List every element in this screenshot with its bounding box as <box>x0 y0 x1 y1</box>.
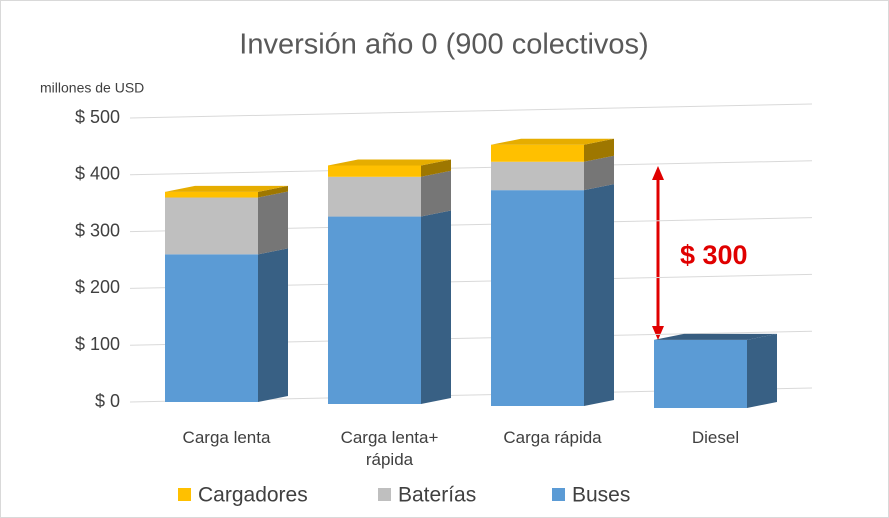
bar-segment <box>328 176 421 217</box>
x-tick-label: Carga lenta+ rápida <box>340 428 439 469</box>
bar-side <box>258 185 288 198</box>
bar-segment <box>165 254 258 402</box>
legend-label: Cargadores <box>198 484 308 507</box>
bar-side <box>421 210 451 404</box>
bar-segment <box>491 161 584 191</box>
bar-segment <box>491 190 584 406</box>
y-tick-label: $ 400 <box>75 164 120 184</box>
bar-side <box>258 191 288 255</box>
y-tick-label: $ 100 <box>75 334 120 354</box>
y-tick-label: $ 500 <box>75 107 120 127</box>
annotation: $ 300 <box>680 240 748 270</box>
legend-swatch <box>378 488 391 501</box>
bar-side <box>584 184 614 406</box>
grid-line <box>129 103 813 119</box>
bar-segment <box>491 144 584 162</box>
x-tick-label: Carga rápida <box>503 428 602 447</box>
arrow-head <box>652 326 664 340</box>
bar-side <box>584 138 614 162</box>
grid-line <box>129 160 813 176</box>
chart-title: Inversión año 0 (900 colectivos) <box>239 29 648 61</box>
bar-segment <box>328 216 421 404</box>
annotation-arrow <box>652 166 664 340</box>
y-tick-label: $ 300 <box>75 220 120 240</box>
legend-label: Baterías <box>398 484 476 507</box>
bar-top <box>491 138 614 145</box>
bar-segment <box>165 191 258 198</box>
y-tick-label: $ 200 <box>75 277 120 297</box>
x-tick-label: Carga lenta <box>182 428 271 447</box>
legend-label: Buses <box>572 484 630 507</box>
bar-top <box>328 159 451 166</box>
bar-segment <box>165 197 258 255</box>
bar-side <box>421 159 451 177</box>
y-axis-label: millones de USD <box>40 80 144 96</box>
bar-side <box>421 170 451 217</box>
bar-segment <box>654 339 747 408</box>
bar-side <box>747 333 777 408</box>
y-tick-label: $ 0 <box>95 391 120 411</box>
x-tick-label: Diesel <box>691 428 740 447</box>
arrow-head <box>652 166 664 180</box>
bar-side <box>584 155 614 191</box>
bar-segment <box>328 165 421 177</box>
bar-top <box>165 185 288 192</box>
bar-top <box>654 333 777 340</box>
legend-swatch <box>178 488 191 501</box>
legend-swatch <box>552 488 565 501</box>
bar-side <box>258 248 288 402</box>
